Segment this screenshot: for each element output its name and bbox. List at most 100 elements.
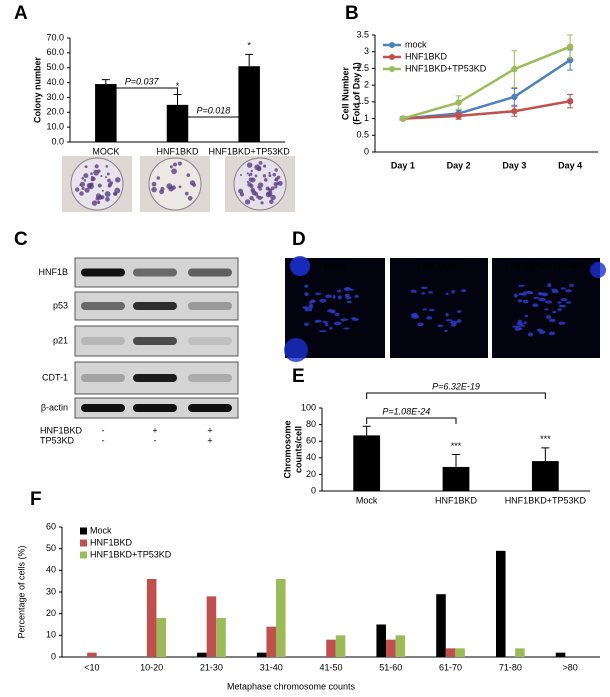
chromosome [544,300,553,304]
colony [151,181,157,187]
point [511,93,518,101]
bar [326,639,336,657]
legend-label: mock [405,39,427,49]
colony [79,181,86,188]
chromosome [456,319,462,323]
chromosome [451,289,456,294]
bar [166,104,189,142]
legend-swatch [80,551,87,559]
y-axis-label: counts/cell [293,426,303,473]
condition-label: HNF1BKD [40,425,83,435]
colony [184,191,189,196]
chromosome [565,289,572,293]
colony [81,186,85,190]
chromosome [302,306,309,309]
chromosome [517,299,523,303]
series-line [402,99,571,120]
error-bar [362,425,371,436]
colony [171,185,176,190]
image-label: HNF1BKD [418,260,461,270]
x-tick-label: 41-50 [319,662,342,672]
y-tick-label: 60 [46,521,56,531]
colony [246,180,249,183]
bar [445,648,456,657]
bar [385,639,396,657]
chromosome [568,283,575,287]
colony [249,172,253,176]
bar [276,579,286,657]
condition-label: TP53KD [40,435,75,445]
colony [239,192,245,197]
x-tick-label: HNF1BKD [435,495,478,505]
colony [268,174,272,178]
y-tick-label: 1.5 [356,96,369,106]
y-tick-label: 50.0 [46,62,64,72]
chromosome [445,312,449,317]
chromosome [354,295,359,298]
colony [256,195,260,199]
chromosome [422,308,428,311]
p-value: P=1.08E-24 [382,406,430,416]
bar [442,466,470,491]
colony [272,172,277,177]
colony [106,172,110,176]
chromosome [541,292,548,297]
colony [246,162,253,168]
colony [156,176,161,180]
panel-label: F [30,489,42,510]
y-tick-label: 60 [306,436,316,446]
panel-label: D [292,229,306,250]
blot-band [133,404,177,412]
chromosome [460,289,467,293]
colony [274,168,278,172]
chromosome [428,308,435,312]
colony [97,183,102,188]
bar [436,594,446,657]
bar [206,596,217,657]
chromosome [547,283,552,288]
bar [197,652,207,657]
colony [277,180,283,186]
protein-label: β-actin [41,402,68,412]
colony [252,198,255,202]
chromosome [337,295,342,300]
colony [90,177,95,182]
bracket [366,392,546,399]
bar [495,550,506,657]
plate [70,157,124,211]
x-tick-label: >80 [562,662,577,672]
colony [81,176,85,180]
chromosome [327,309,335,313]
chromosome [513,293,518,298]
panel-label: A [14,3,28,24]
colony [178,185,182,189]
blot-band [133,268,177,277]
legend-label: HNF1BKD+TP53KD [405,63,487,73]
colony [248,177,253,182]
chromosome [344,293,350,298]
colony [90,172,93,176]
colony [115,177,121,183]
x-tick-label: Day 4 [558,160,582,170]
colony [159,189,165,195]
x-tick-label: HNF1BKD+TP53KD [505,495,587,505]
p-value: P=0.037 [125,76,160,86]
blot-band [133,337,177,345]
bar [555,652,566,657]
chromosome [565,301,572,304]
chromosome [304,292,309,297]
x-tick-label: 21-30 [200,662,223,672]
chromosome [304,308,310,312]
chromosome [552,310,557,314]
y-tick-label: 0 [311,485,316,495]
bar [87,652,97,657]
p-value: P=0.018 [196,105,230,115]
error-bar [101,79,110,85]
y-tick-label: 40 [46,565,56,575]
chromosome [559,304,567,308]
legend-swatch [80,527,87,535]
colony [254,174,258,178]
chromosome [340,318,349,321]
y-tick-label: 70.0 [46,32,64,42]
